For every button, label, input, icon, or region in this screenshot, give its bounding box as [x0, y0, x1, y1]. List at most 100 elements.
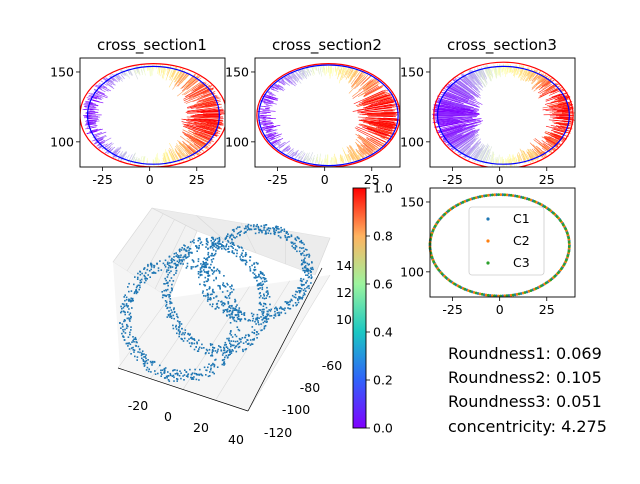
scatter-3d-point	[230, 292, 232, 294]
scatter-3d-point	[170, 292, 172, 294]
roundness-2: Roundness2: 0.105	[448, 368, 602, 387]
scatter-3d-point	[212, 291, 214, 293]
scatter-3d-point	[248, 343, 250, 345]
scatter-3d-point	[263, 227, 265, 229]
scatter-3d-point	[130, 313, 132, 315]
cross-section-3-title: cross_section3	[447, 36, 557, 55]
scatter-3d-point	[159, 260, 161, 262]
scatter-3d-point	[226, 346, 228, 348]
scatter-3d-point	[144, 267, 146, 269]
scatter-3d-point	[240, 258, 242, 260]
scatter-3d-point	[129, 320, 131, 322]
center-point-C3	[557, 271, 560, 274]
scatter-3d-point	[128, 299, 130, 301]
scatter-3d-point	[231, 239, 233, 241]
scatter-3d-point	[201, 347, 203, 349]
scatter-3d-point	[256, 226, 258, 228]
scatter-3d-point	[311, 276, 313, 278]
scatter-3d-point	[212, 273, 214, 275]
scatter-3d-point	[225, 249, 227, 251]
scatter-3d-point	[257, 320, 259, 322]
center-point-C3	[497, 193, 500, 196]
scatter-3d-point	[278, 235, 280, 237]
scatter-3d-point	[192, 259, 194, 261]
scatter-3d-point	[256, 318, 258, 320]
scatter-3d-point	[181, 339, 183, 341]
scatter-3d-point	[213, 255, 215, 257]
scatter-3d-point	[225, 238, 227, 240]
scatter-3d-point	[227, 348, 229, 350]
scatter-3d-point	[237, 341, 239, 343]
scatter-3d-point	[234, 299, 236, 301]
scatter-3d-point	[137, 273, 139, 275]
scatter-3d-point	[174, 312, 176, 314]
scatter-3d-point	[175, 326, 177, 328]
scatter-3d-point	[173, 309, 175, 311]
scatter-3d-point	[232, 307, 234, 309]
scatter-3d-point	[230, 331, 232, 333]
scatter-3d-point	[303, 260, 305, 262]
scatter-3d-point	[256, 277, 258, 279]
scatter-3d-point	[206, 281, 208, 283]
scatter-3d-point	[266, 280, 268, 282]
scatter-3d-point	[213, 272, 215, 274]
scatter-3d-point	[258, 232, 260, 234]
scatter-3d-point	[177, 320, 179, 322]
section-3-mark	[507, 158, 508, 164]
scatter-3d-point	[250, 268, 252, 270]
scatter-3d-point	[232, 317, 234, 319]
scatter-3d-point	[229, 294, 231, 296]
scatter-3d-point	[166, 271, 168, 273]
scatter-3d-point	[276, 226, 278, 228]
scatter-3d-point	[187, 340, 189, 342]
center-point-C3	[545, 282, 548, 285]
scatter-3d-point	[166, 304, 168, 306]
scatter-3d-point	[158, 267, 160, 269]
scatter-3d-point	[218, 243, 220, 245]
center-point-C3	[473, 197, 476, 200]
scatter-3d-point	[210, 343, 212, 345]
scatter-3d-point	[127, 306, 129, 308]
scatter-3d-point	[266, 321, 268, 323]
scatter-3d-point	[129, 334, 131, 336]
scatter-3d-point	[237, 317, 239, 319]
scatter-3d-point	[171, 317, 173, 319]
scatter-3d-point	[122, 323, 124, 325]
scatter-3d-point	[263, 295, 265, 297]
scatter-3d-point	[167, 276, 169, 278]
scatter-3d-point	[208, 279, 210, 281]
scatter-3d-point	[301, 288, 303, 290]
scatter-3d-point	[248, 334, 250, 336]
legend-c1-label: C1	[513, 211, 530, 226]
scatter-3d-point	[168, 314, 170, 316]
scatter-3d-point	[228, 314, 230, 316]
scatter-3d-point	[201, 344, 203, 346]
scatter-3d-point	[204, 257, 206, 259]
scatter-3d-point	[265, 232, 267, 234]
scatter-3d-point	[236, 345, 238, 347]
scatter-3d-point	[124, 305, 126, 307]
scatter-3d-point	[205, 352, 207, 354]
center-point-C3	[491, 194, 494, 197]
scatter-3d-point	[233, 244, 235, 246]
scatter-3d-point	[245, 227, 247, 229]
scatter-3d-point	[271, 315, 273, 317]
scatter-3d-point	[173, 380, 175, 382]
scatter-3d-point	[215, 278, 217, 280]
scatter-3d-point	[185, 329, 187, 331]
scatter-3d-point	[192, 378, 194, 380]
scatter-3d-point	[229, 333, 231, 335]
center-point-C3	[434, 225, 437, 228]
center-point-C3	[549, 278, 552, 281]
scatter-3d-point	[206, 289, 208, 291]
section-2-xtick-label: -25	[267, 172, 287, 187]
section-3-mark	[552, 113, 575, 114]
scatter-3d-point	[213, 373, 215, 375]
scatter-3d-point	[223, 275, 225, 277]
scatter-3d-point	[165, 300, 167, 302]
scatter-3d-point	[203, 347, 205, 349]
scatter-3d-point	[198, 258, 200, 260]
scatter-3d-point	[242, 351, 244, 353]
scatter-3d-point	[180, 254, 182, 256]
